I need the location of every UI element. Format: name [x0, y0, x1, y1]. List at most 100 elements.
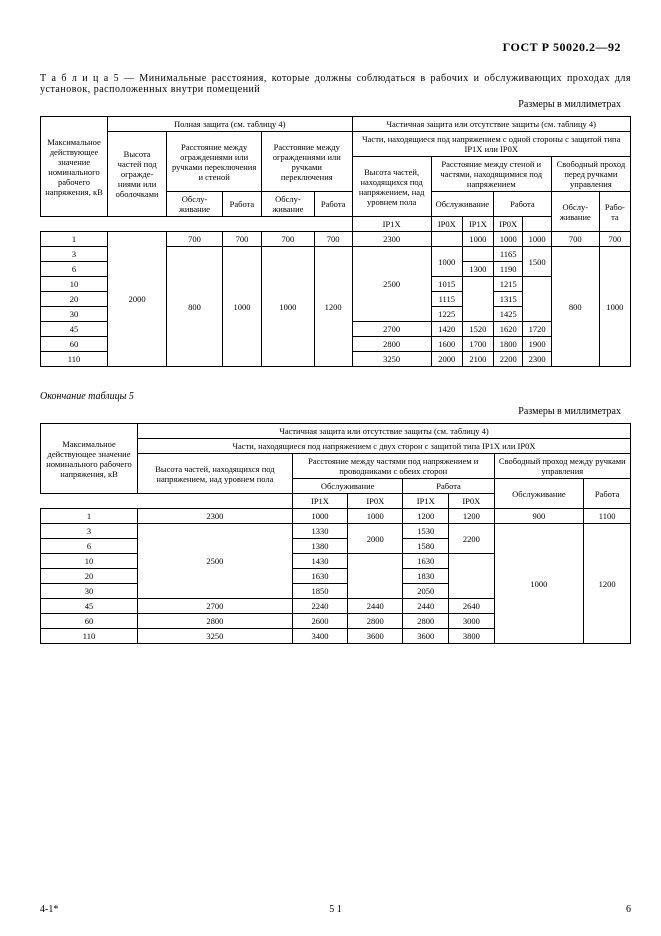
units-label-2: Размеры в миллиметрах	[40, 406, 621, 417]
cell: 6	[41, 262, 108, 277]
cell: 1225	[431, 307, 462, 322]
cell: 1600	[431, 337, 462, 352]
table5-continuation: Окончание таблицы 5	[40, 391, 631, 402]
cell	[431, 232, 462, 247]
cell: 2000	[108, 232, 167, 367]
cell: 1630	[403, 554, 449, 569]
ip0x-2: IP0X	[449, 494, 495, 509]
document-id: ГОСТ Р 50020.2—92	[40, 40, 621, 55]
cell: 2100	[462, 352, 493, 367]
cell: 1420	[431, 322, 462, 337]
cell: 2500	[138, 524, 293, 599]
cell: 1200	[403, 509, 449, 524]
t2-height: Высота частей, находящихся под напряжени…	[138, 454, 293, 494]
cell: 1530	[403, 524, 449, 539]
h-serv-a: Обслу­живание	[167, 192, 223, 217]
ip1x-b: IP1X	[462, 217, 493, 232]
cell: 1720	[523, 322, 551, 337]
h-work-b: Работа	[314, 192, 352, 217]
cell: 1000	[348, 509, 403, 524]
cell	[523, 277, 551, 322]
cell: 2000	[431, 352, 462, 367]
cell: 1580	[403, 539, 449, 554]
cell: 1000	[462, 232, 493, 247]
cell	[348, 554, 403, 599]
h-free-pass: Свободный проход перед ручками управлени…	[551, 157, 630, 192]
table5-continuation-table: Максимальное действующее значение номина…	[40, 423, 631, 644]
cell: 2300	[352, 232, 431, 247]
cell: 2600	[292, 614, 347, 629]
cell: 1330	[292, 524, 347, 539]
cell	[449, 554, 495, 599]
h-dist-encl: Расстояние между ограж­дениями или ручка…	[262, 132, 352, 192]
h-height2: Высота частей, находящихся под напряже­н…	[352, 157, 431, 217]
cell: 2800	[352, 337, 431, 352]
h-dist-wall-parts: Расстояние между стеной и частями, наход…	[431, 157, 551, 192]
cell: 110	[41, 629, 138, 644]
cell: 2240	[292, 599, 347, 614]
cell: 60	[41, 614, 138, 629]
t2-hpart2: Части, находящиеся под напряжением с дву…	[138, 439, 631, 454]
cell: 1000	[523, 232, 551, 247]
cell: 1000	[292, 509, 347, 524]
cell: 1800	[493, 337, 522, 352]
cell: 1100	[584, 509, 631, 524]
cell: 45	[41, 599, 138, 614]
cell: 1830	[403, 569, 449, 584]
cell: 2800	[138, 614, 293, 629]
cell: 1500	[523, 247, 551, 277]
units-label-1: Размеры в миллиметрах	[40, 99, 621, 110]
cell: 10	[41, 277, 108, 292]
cell: 2700	[352, 322, 431, 337]
cell: 1850	[292, 584, 347, 599]
footer-right: 6	[626, 904, 631, 915]
cell: 1190	[493, 262, 522, 277]
cell: 1700	[462, 337, 493, 352]
cell: 1	[41, 232, 108, 247]
cell: 2050	[403, 584, 449, 599]
cell: 30	[41, 307, 108, 322]
cell: 700	[222, 232, 261, 247]
cell: 700	[314, 232, 352, 247]
cell: 1620	[493, 322, 522, 337]
footer-center: 5 1	[40, 904, 631, 915]
cell: 2500	[352, 247, 431, 322]
cell: 1215	[493, 277, 522, 292]
cell: 700	[599, 232, 630, 247]
h-dist-wall: Расстояние между ограж­дениями или ручка…	[167, 132, 262, 192]
cell: 2000	[348, 524, 403, 554]
cell: 10	[41, 554, 138, 569]
cell: 1165	[493, 247, 522, 262]
cell: 20	[41, 569, 138, 584]
ip0x-a: IP0X	[431, 217, 462, 232]
cell: 2800	[348, 614, 403, 629]
cell: 1000	[222, 247, 261, 367]
cell: 3800	[449, 629, 495, 644]
cell: 1630	[292, 569, 347, 584]
cell: 110	[41, 352, 108, 367]
cell: 1000	[262, 247, 315, 367]
table5-caption: Т а б л и ц а 5 — Минимальные расстояния…	[40, 73, 631, 95]
h-full: Полная защита (см. таблицу 4)	[108, 117, 353, 132]
cell: 1000	[493, 232, 522, 247]
cell: 1200	[449, 509, 495, 524]
cell: 1115	[431, 292, 462, 307]
cell: 1	[41, 509, 138, 524]
cell: 1430	[292, 554, 347, 569]
ip0x-1: IP0X	[348, 494, 403, 509]
cell: 1000	[431, 247, 462, 277]
t2-serv2: Обслуживание	[494, 479, 584, 509]
cell	[462, 277, 493, 322]
cell: 1000	[494, 524, 584, 644]
t2-dist: Расстояние между частями под напряжени­е…	[292, 454, 494, 479]
cell: 1425	[493, 307, 522, 322]
cell: 2440	[348, 599, 403, 614]
cell: 2440	[403, 599, 449, 614]
cell: 2640	[449, 599, 495, 614]
col-kv-header: Максималь­ное дей­ствующее значение номи…	[41, 117, 108, 217]
t2-hpart: Частичная защита или отсутствие защиты (…	[138, 424, 631, 439]
cell: 3000	[449, 614, 495, 629]
h-serv-c: Обслу­живание	[431, 192, 493, 217]
cell: 2300	[523, 352, 551, 367]
cell: 2800	[403, 614, 449, 629]
